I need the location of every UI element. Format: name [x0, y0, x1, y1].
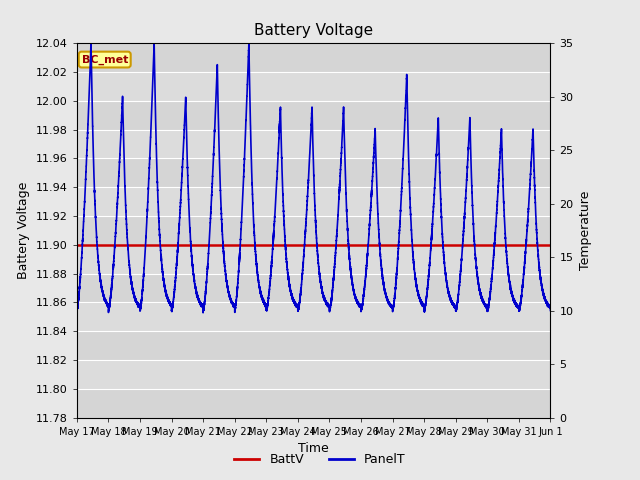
X-axis label: Time: Time: [298, 442, 329, 455]
Bar: [77, 43, 550, 72]
Legend: BattV, PanelT: BattV, PanelT: [229, 448, 411, 471]
Y-axis label: Temperature: Temperature: [579, 191, 592, 270]
Bar: [77, 389, 550, 418]
Y-axis label: Battery Voltage: Battery Voltage: [17, 182, 30, 279]
Bar: [77, 101, 550, 130]
Text: BC_met: BC_met: [81, 54, 128, 65]
Bar: [77, 158, 550, 187]
Title: Battery Voltage: Battery Voltage: [254, 23, 373, 38]
Bar: [77, 274, 550, 302]
Bar: [77, 216, 550, 245]
Bar: [77, 331, 550, 360]
